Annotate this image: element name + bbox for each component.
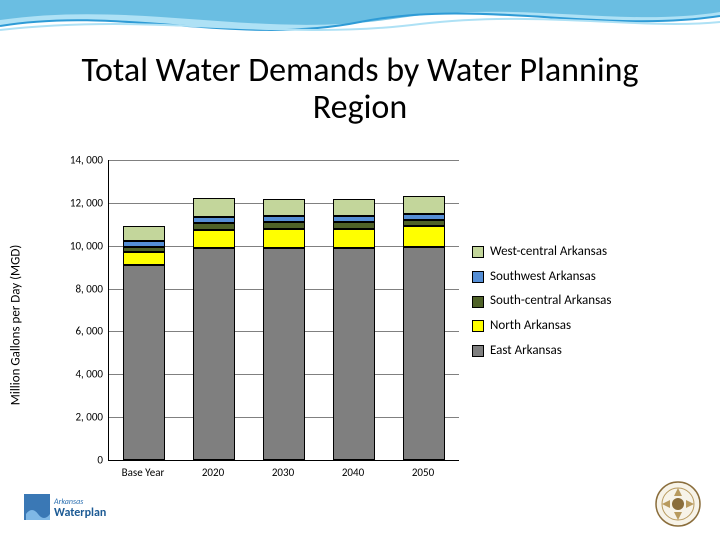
- bar-segment: [193, 217, 235, 223]
- y-tick-label: 10, 000: [57, 240, 103, 251]
- bar-segment: [333, 248, 375, 460]
- x-tick-label: 2020: [202, 466, 224, 479]
- bar-segment: [403, 247, 445, 460]
- legend-label: Southwest Arkansas: [490, 265, 596, 290]
- wave-decor: [0, 0, 720, 40]
- bar-segment: [123, 226, 165, 241]
- y-tick-label: 6, 000: [57, 326, 103, 337]
- plot-area: 02, 0004, 0006, 0008, 00010, 00012, 0001…: [108, 160, 459, 461]
- y-tick-label: 4, 000: [57, 369, 103, 380]
- bar-segment: [263, 229, 305, 248]
- bar-segment: [123, 265, 165, 460]
- bar-segment: [263, 222, 305, 228]
- bar-segment: [333, 216, 375, 222]
- legend-item: West-central Arkansas: [472, 240, 611, 265]
- bar-segment: [403, 226, 445, 246]
- legend-swatch: [472, 296, 484, 308]
- x-tick-label: Base Year: [122, 466, 165, 479]
- y-tick-label: 2, 000: [57, 412, 103, 423]
- x-tick-label: 2030: [272, 466, 294, 479]
- bar-segment: [123, 252, 165, 265]
- legend-item: East Arkansas: [472, 339, 611, 364]
- bar-segment: [193, 198, 235, 217]
- arkansas-waterplan-logo: Arkansas Waterplan: [24, 490, 134, 524]
- bar-segment: [123, 247, 165, 252]
- chart-area: Million Gallons per Day (MGD) 02, 0004, …: [60, 160, 660, 490]
- bar-segment: [333, 199, 375, 216]
- legend-label: East Arkansas: [490, 339, 562, 364]
- legend-label: West-central Arkansas: [490, 240, 607, 265]
- y-tick-label: 0: [57, 455, 103, 466]
- legend-swatch: [472, 345, 484, 357]
- bar-segment: [403, 196, 445, 213]
- bar-segment: [263, 216, 305, 222]
- title-line-2: Region: [313, 87, 407, 128]
- x-tick-label: 2050: [412, 466, 434, 479]
- legend-label: North Arkansas: [490, 314, 571, 339]
- state-seal-icon: [654, 480, 702, 528]
- y-tick-label: 14, 000: [57, 155, 103, 166]
- bar-segment: [193, 248, 235, 460]
- x-tick-label: 2040: [342, 466, 364, 479]
- legend-swatch: [472, 271, 484, 283]
- svg-text:Waterplan: Waterplan: [54, 506, 106, 520]
- bar-segment: [403, 214, 445, 220]
- title-line-1: Total Water Demands by Water Planning: [81, 50, 638, 91]
- bar-segment: [263, 248, 305, 460]
- legend-label: South-central Arkansas: [490, 289, 611, 314]
- legend-swatch: [472, 246, 484, 258]
- legend-swatch: [472, 320, 484, 332]
- y-tick-label: 8, 000: [57, 283, 103, 294]
- bar-segment: [123, 241, 165, 246]
- bar-segment: [263, 199, 305, 216]
- bar-segment: [193, 230, 235, 248]
- y-tick-label: 12, 000: [57, 197, 103, 208]
- legend-item: South-central Arkansas: [472, 289, 611, 314]
- legend-item: Southwest Arkansas: [472, 265, 611, 290]
- bar-segment: [403, 220, 445, 226]
- legend-item: North Arkansas: [472, 314, 611, 339]
- slide-title: Total Water Demands by Water Planning Re…: [0, 52, 720, 127]
- bar-segment: [193, 223, 235, 229]
- gridline: [109, 160, 459, 161]
- y-axis-label: Million Gallons per Day (MGD): [9, 245, 24, 406]
- bar-segment: [333, 229, 375, 248]
- legend: West-central ArkansasSouthwest ArkansasS…: [472, 240, 611, 363]
- bar-segment: [333, 222, 375, 228]
